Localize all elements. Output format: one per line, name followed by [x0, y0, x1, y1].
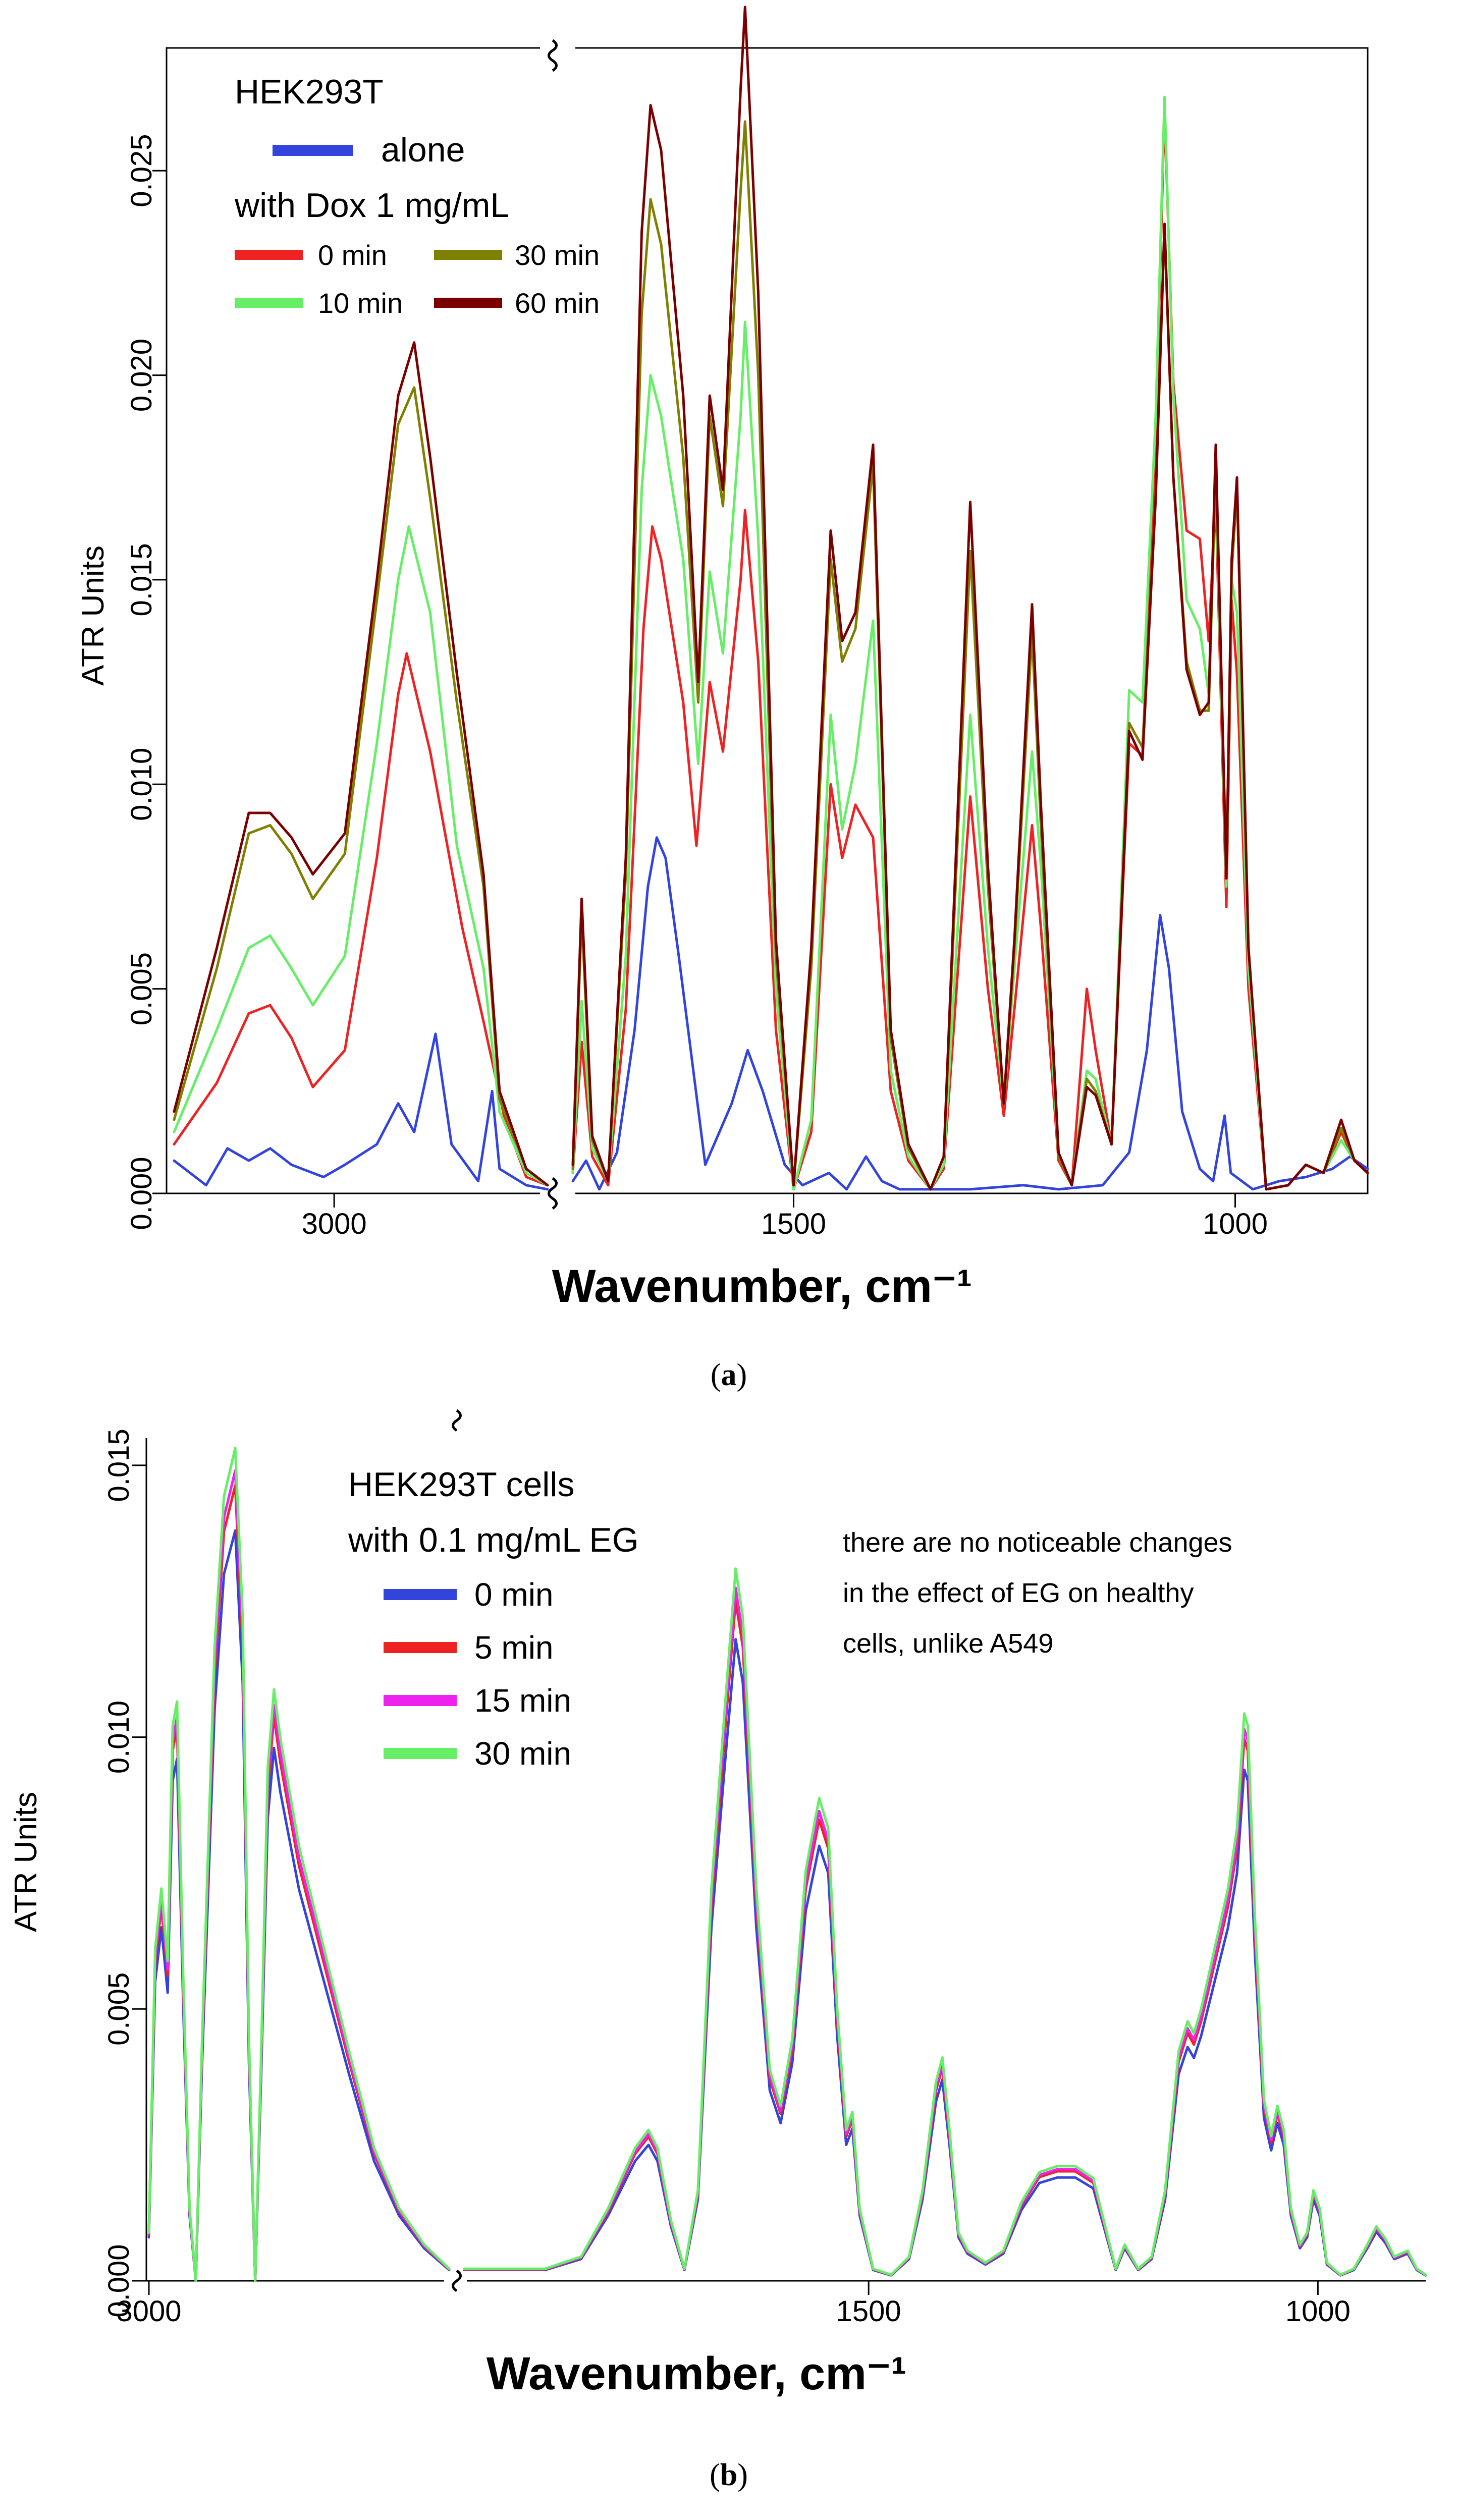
panel-a-caption: (a) — [711, 1358, 747, 1392]
panel-a-axis-break-bottom — [540, 1177, 575, 1210]
panel-a: 0.000 0.005 0.010 0.015 0.020 0.025 3000 1500 1… — [76, 6, 1369, 1392]
x-tick-label: 3000 — [116, 2295, 181, 2328]
panel-a-y-axis: 0.000 0.005 0.010 0.015 0.020 0.025 — [125, 134, 167, 1230]
panel-b-y-axis: 0.000 0.005 0.010 0.015 — [102, 1429, 146, 2318]
x-tick-label: 1000 — [1203, 1208, 1268, 1240]
y-tick-label: 0.020 — [125, 339, 158, 412]
x-tick-label: 3000 — [302, 1208, 367, 1240]
series-line-15-min — [463, 1586, 1427, 2276]
series-line-60-min — [571, 6, 1369, 1191]
y-tick-label: 0.010 — [102, 1701, 135, 1774]
panel-a-legend: HEK293T alone with Dox 1 mg/mL 0 min 30 … — [234, 73, 600, 319]
series-line-30-min — [173, 386, 549, 1187]
y-tick-label: 0.000 — [102, 2244, 135, 2317]
series-line-5-min — [463, 1599, 1427, 2277]
legend-a-label-alone: alone — [381, 131, 465, 169]
series-line-0-min — [571, 108, 1369, 1191]
panel-a-series-group — [173, 6, 1369, 1191]
panel-b-axis-break-bottom — [444, 2269, 467, 2292]
legend-a-label-30min: 30 min — [515, 239, 600, 271]
x-tick-label: 1500 — [761, 1208, 826, 1240]
panel-b-caption: (b) — [710, 2458, 748, 2492]
legend-b-subtitle: with 0.1 mg/mL EG — [348, 1521, 639, 1559]
panel-b-legend: HEK293T cells with 0.1 mg/mL EG 0 min 5 … — [348, 1465, 639, 1772]
y-tick-label: 0.000 — [125, 1157, 158, 1230]
panel-b-y-axis-title: ATR Units — [9, 1792, 43, 1932]
annotation-line-1: there are no noticeable changes — [843, 1527, 1232, 1558]
panel-a-axis-break-top — [540, 39, 575, 72]
annotation-line-2: in the effect of EG on healthy — [843, 1578, 1194, 1608]
y-tick-label: 0.025 — [125, 134, 158, 207]
panel-a-y-axis-title: ATR Units — [76, 545, 111, 686]
y-tick-label: 0.015 — [102, 1429, 135, 1502]
y-tick-label: 0.015 — [125, 543, 158, 616]
panel-b-x-axis: 3000 1500 1000 — [116, 2281, 1351, 2328]
series-line-60-min — [173, 341, 549, 1187]
legend-a-label-10min: 10 min — [318, 287, 403, 319]
legend-b-title: HEK293T cells — [348, 1465, 575, 1504]
legend-a-label-0min: 0 min — [318, 239, 387, 271]
annotation-line-3: cells, unlike A549 — [843, 1628, 1053, 1659]
series-line-30-min — [147, 1447, 451, 2282]
legend-a-label-60min: 60 min — [515, 287, 600, 319]
panel-a-x-axis: 3000 1500 1000 — [302, 1193, 1268, 1240]
panel-b: 0.000 0.005 0.010 0.015 3000 1500 1000 ATR Un… — [9, 1409, 1427, 2492]
legend-a-title: HEK293T — [235, 73, 384, 111]
panel-a-plot-frame — [166, 47, 1369, 1194]
series-line-alone — [173, 1032, 549, 1191]
legend-b-label-15min: 15 min — [474, 1682, 571, 1719]
legend-b-label-5min: 5 min — [474, 1629, 554, 1666]
legend-a-subtitle: with Dox 1 mg/mL — [234, 186, 509, 225]
panel-b-annotation: there are no noticeable changes in the e… — [843, 1527, 1232, 1659]
series-line-10-min — [173, 525, 549, 1187]
panel-a-x-axis-title: Wavenumber, cm⁻¹ — [552, 1261, 973, 1312]
x-tick-label: 1500 — [836, 2295, 901, 2328]
legend-b-label-30min: 30 min — [474, 1735, 571, 1772]
y-tick-label: 0.005 — [102, 1973, 135, 2046]
series-line-alone — [571, 836, 1369, 1191]
panel-b-x-axis-title: Wavenumber, cm⁻¹ — [487, 2348, 907, 2399]
x-tick-label: 1000 — [1285, 2295, 1351, 2328]
series-line-30-min — [571, 120, 1369, 1191]
legend-b-label-0min: 0 min — [474, 1576, 554, 1613]
series-line-10-min — [571, 95, 1369, 1191]
y-tick-label: 0.005 — [125, 952, 158, 1025]
panel-b-axis-break-top — [452, 1409, 462, 1432]
series-line-30-min — [463, 1567, 1427, 2276]
panel-b-series-group — [147, 1447, 1427, 2282]
y-tick-label: 0.010 — [125, 748, 158, 821]
series-line-0-min — [463, 1638, 1427, 2277]
